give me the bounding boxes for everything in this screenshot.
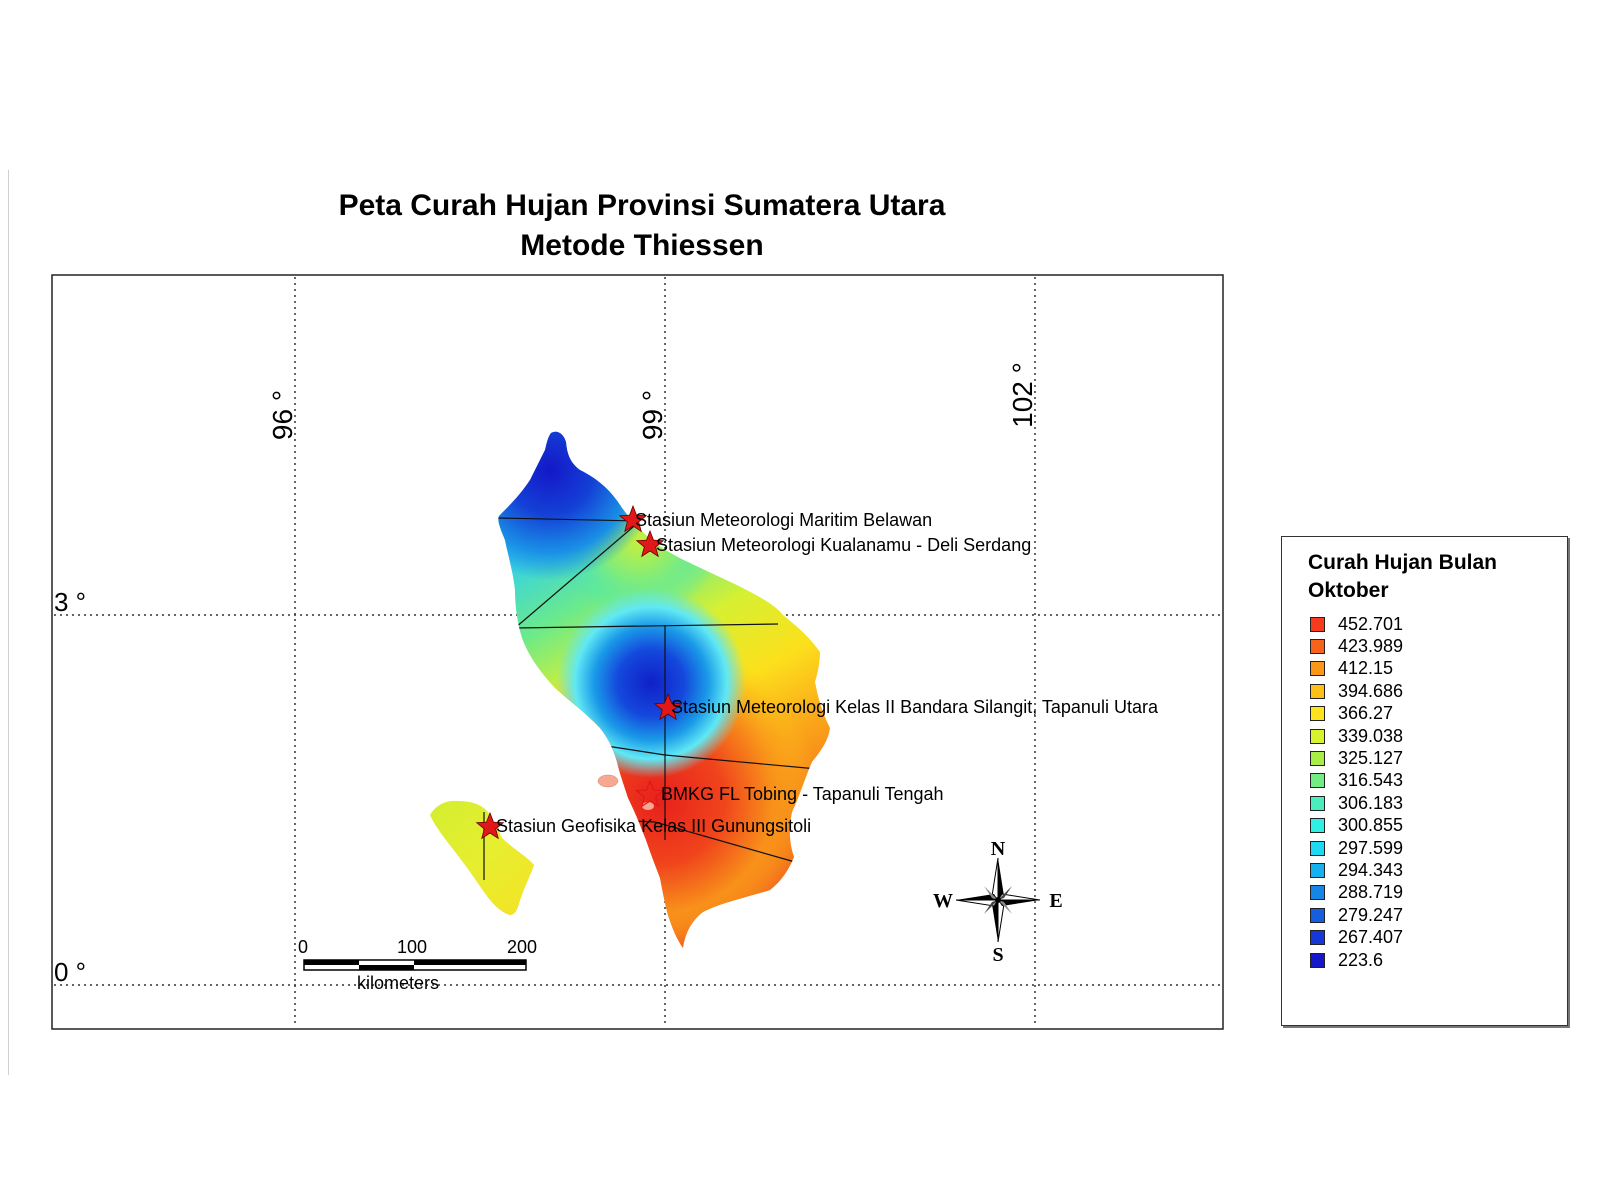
legend-title: Curah Hujan Bulan Oktober [1308,551,1498,602]
island-small [597,774,619,788]
legend: Curah Hujan Bulan Oktober 452.701 423.989… [1281,536,1568,1026]
compass-south: S [992,944,1003,966]
latitude-label-3: 3 ° [54,587,86,617]
compass-west: W [933,890,953,912]
red-star-icon [635,529,665,558]
scale-unit: kilometers [357,973,439,993]
legend-swatch [1310,930,1325,946]
legend-label: 294.343 [1338,859,1404,880]
compass-north: N [991,838,1006,860]
station-label-belawan: Stasiun Meteorologi Maritim Belawan [635,510,932,530]
legend-label: 325.127 [1338,748,1404,769]
scale-tick-200: 200 [507,937,537,957]
longitude-label-102: 102 ° [1007,362,1038,428]
legend-label: 223.6 [1338,949,1384,970]
scale-bar: 0 100 200 kilometers [298,937,537,993]
legend-item: 412.15 [1310,658,1403,680]
legend-item: 288.719 [1310,882,1403,904]
legend-swatch [1310,885,1325,901]
legend-item: 267.407 [1310,926,1403,948]
legend-items: 452.701 423.989 412.15 394.686 366.27 339.038… [1310,613,1403,971]
legend-item: 325.127 [1310,747,1403,769]
legend-item: 294.343 [1310,859,1403,881]
legend-swatch [1310,616,1325,632]
legend-item: 306.183 [1310,792,1403,814]
legend-label: 267.407 [1338,927,1404,948]
island-tiny [642,802,654,810]
latitude-label-0: 0 ° [54,957,86,987]
legend-label: 423.989 [1338,636,1404,657]
legend-label: 412.15 [1338,658,1394,679]
legend-item: 279.247 [1310,904,1403,926]
legend-swatch [1310,728,1325,744]
legend-swatch [1310,751,1325,767]
legend-item: 223.6 [1310,949,1403,971]
station-label-fl-tobing: BMKG FL Tobing - Tapanuli Tengah [661,784,944,804]
legend-item: 297.599 [1310,837,1403,859]
legend-item: 366.27 [1310,703,1403,725]
scale-tick-0: 0 [298,937,308,957]
red-star-icon [475,811,505,840]
legend-swatch [1310,773,1325,789]
legend-item: 300.855 [1310,815,1403,837]
legend-label: 297.599 [1338,837,1404,858]
station-label-kualanamu: Stasiun Meteorologi Kualanamu - Deli Ser… [656,535,1031,555]
station-markers [475,504,683,840]
legend-label: 339.038 [1338,725,1404,746]
legend-label: 300.855 [1338,815,1404,836]
longitude-label-96: 96 ° [267,390,298,440]
legend-label: 288.719 [1338,882,1404,903]
legend-label: 306.183 [1338,792,1404,813]
legend-label: 279.247 [1338,904,1404,925]
longitude-label-99: 99 ° [637,390,668,440]
legend-swatch [1310,952,1325,968]
legend-label: 394.686 [1338,680,1404,701]
map-subtitle: Metode Thiessen [520,229,764,262]
page-border-line [8,170,9,1075]
compass-east: E [1049,890,1062,912]
station-label-gunungsitoli: Stasiun Geofisika Kelas III Gunungsitoli [496,816,811,836]
legend-swatch [1310,639,1325,655]
scale-tick-100: 100 [397,937,427,957]
legend-swatch [1310,661,1325,677]
legend-swatch [1310,818,1325,834]
legend-swatch [1310,795,1325,811]
red-star-icon [653,692,683,721]
legend-swatch [1310,706,1325,722]
legend-swatch [1310,840,1325,856]
star-outline-icon [635,779,665,808]
legend-item: 394.686 [1310,680,1403,702]
legend-swatch [1310,907,1325,923]
compass-rose-icon: N S E W [933,838,1063,966]
legend-item: 316.543 [1310,770,1403,792]
legend-item: 452.701 [1310,613,1403,635]
red-star-icon [618,504,648,533]
legend-swatch [1310,862,1325,878]
map-title: Peta Curah Hujan Provinsi Sumatera Utara [338,189,946,222]
legend-label: 316.543 [1338,770,1404,791]
station-label-silangit: Stasiun Meteorologi Kelas II Bandara Sil… [671,697,1159,717]
legend-item: 339.038 [1310,725,1403,747]
legend-label: 452.701 [1338,613,1404,634]
legend-label: 366.27 [1338,703,1394,724]
legend-item: 423.989 [1310,635,1403,657]
legend-swatch [1310,683,1325,699]
